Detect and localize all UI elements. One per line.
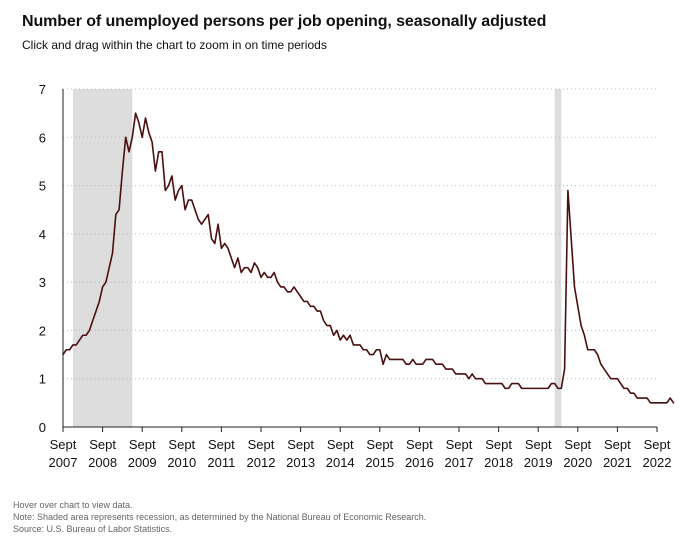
y-tick-label: 5 [39,179,46,194]
x-tick-label-month: Sept [564,437,591,452]
recession-bands [72,89,562,427]
x-tick-label-month: Sept [446,437,473,452]
chart-subtitle: Click and drag within the chart to zoom … [22,38,327,52]
x-tick-label-year: 2019 [524,455,553,470]
x-tick-label-year: 2016 [405,455,434,470]
x-tick-label-month: Sept [129,437,156,452]
y-tick-label: 6 [39,130,46,145]
x-tick-label-year: 2018 [484,455,513,470]
hover-note: Hover over chart to view data. [13,500,133,510]
x-tick-label-year: 2008 [88,455,117,470]
x-tick-label-year: 2010 [167,455,196,470]
x-tick-label-month: Sept [168,437,195,452]
x-tick-label-year: 2017 [445,455,474,470]
x-tick-label-month: Sept [208,437,235,452]
x-tick-label-year: 2013 [286,455,315,470]
x-tick-label-month: Sept [89,437,116,452]
x-tick-label-month: Sept [50,437,77,452]
source-note: Source: U.S. Bureau of Labor Statistics. [13,524,173,534]
x-tick-label-month: Sept [366,437,393,452]
x-tick-label-year: 2015 [365,455,394,470]
x-tick-label-year: 2012 [247,455,276,470]
y-tick-label: 1 [39,372,46,387]
x-tick-label-month: Sept [525,437,552,452]
x-tick-label-year: 2021 [603,455,632,470]
x-tick-label-year: 2009 [128,455,157,470]
series-line [62,112,675,404]
x-tick-label-month: Sept [406,437,433,452]
y-tick-label: 2 [39,323,46,338]
x-tick-label-year: 2022 [643,455,672,470]
x-tick-label-month: Sept [287,437,314,452]
series-layer [62,112,675,404]
x-tick-label-year: 2007 [49,455,78,470]
x-tick-label-month: Sept [327,437,354,452]
x-tick-label-year: 2020 [563,455,592,470]
recession-band [554,89,562,427]
x-tick-label-month: Sept [604,437,631,452]
footnotes: Hover over chart to view data. Note: Sha… [13,499,426,535]
x-tick-label-month: Sept [644,437,671,452]
axes: 0 1 2 3 4 5 6 7 Sept 2007 Sept 2008 Sept 2009 Sept 2010… [39,82,672,470]
y-tick-label: 4 [39,227,46,242]
recession-band [72,89,133,427]
chart-title: Number of unemployed persons per job ope… [22,13,547,30]
y-tick-label: 0 [39,420,46,435]
y-tick-label: 3 [39,275,46,290]
recession-note: Note: Shaded area represents recession, … [13,512,427,522]
y-tick-label: 7 [39,82,46,97]
x-tick-label-year: 2011 [207,455,235,470]
x-tick-label-month: Sept [485,437,512,452]
x-tick-label-month: Sept [248,437,275,452]
x-tick-label-year: 2014 [326,455,355,470]
gridlines [63,88,657,380]
